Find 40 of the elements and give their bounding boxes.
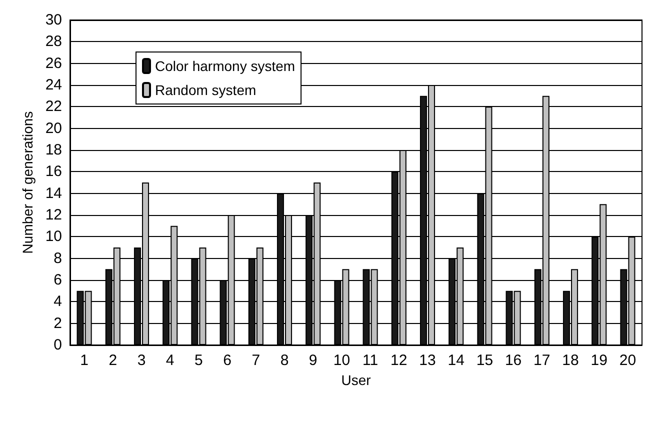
y-axis-title: Number of generations	[19, 111, 36, 254]
y-tick-label: 16	[45, 163, 62, 180]
x-tick-label: 3	[137, 352, 146, 369]
x-tick-label: 2	[108, 352, 118, 369]
y-tick-label: 18	[45, 142, 62, 158]
x-tick-label: 12	[390, 352, 408, 369]
y-tick-label: 20	[45, 120, 62, 137]
y-tick-label: 10	[45, 228, 62, 246]
y-tick-label: 22	[45, 98, 62, 116]
x-tick-label: 13	[419, 352, 436, 369]
x-tick-label: 19	[590, 352, 608, 369]
x-tick-label: 18	[562, 352, 579, 369]
y-tick-label: 26	[45, 54, 62, 72]
x-tick-label: 11	[362, 352, 378, 369]
y-tick-label: 12	[45, 206, 62, 224]
x-tick-label: 9	[308, 352, 318, 369]
x-tick-label: 4	[166, 352, 174, 369]
x-tick-label: 16	[504, 352, 522, 369]
y-tick-label: 6	[54, 272, 62, 288]
y-tick-label: 2	[54, 314, 62, 332]
x-tick-label: 6	[223, 352, 232, 369]
y-tick-label: 28	[45, 33, 62, 50]
y-tick-label: 30	[45, 12, 62, 28]
x-tick-label: 7	[252, 352, 260, 369]
x-tick-label: 14	[448, 352, 464, 369]
legend-label: Random system	[155, 82, 256, 98]
x-tick-label: 8	[280, 352, 289, 369]
x-tick-label: 1	[80, 352, 88, 369]
y-tick-label: 14	[45, 184, 62, 202]
y-tick-label: 0	[54, 336, 62, 354]
x-tick-label: 5	[194, 352, 203, 369]
x-axis-title: User	[341, 372, 372, 388]
x-tick-label: 10	[333, 352, 350, 369]
x-tick-label: 17	[534, 352, 550, 369]
x-tick-label: 15	[476, 352, 494, 369]
y-tick-label: 24	[45, 76, 62, 94]
y-tick-label: 4	[54, 293, 62, 310]
legend-label: Color harmony system	[155, 58, 296, 74]
y-tick-label: 8	[54, 250, 62, 267]
x-tick-label: 20	[619, 352, 636, 369]
